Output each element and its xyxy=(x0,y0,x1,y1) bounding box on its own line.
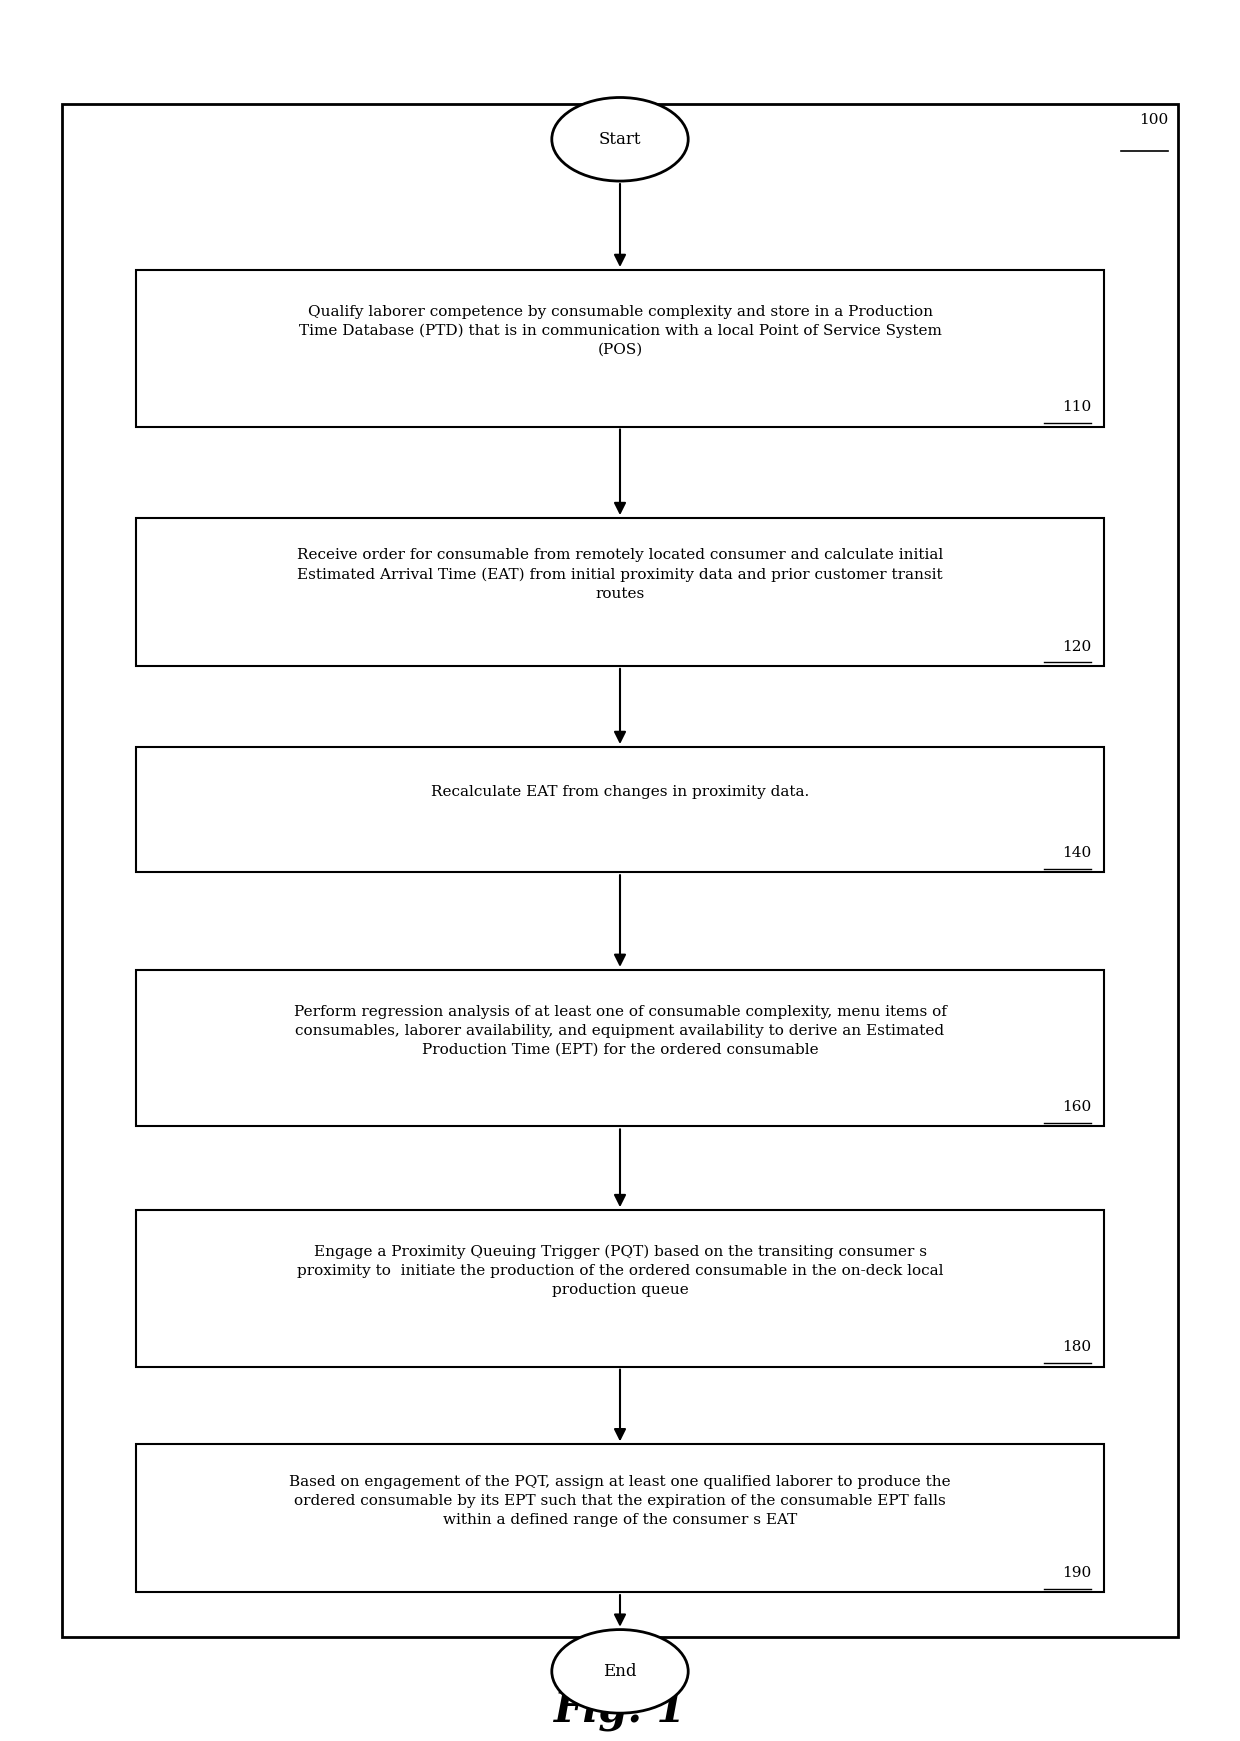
Text: Qualify laborer competence by consumable complexity and store in a Production
Ti: Qualify laborer competence by consumable… xyxy=(299,305,941,357)
Text: Start: Start xyxy=(599,131,641,148)
Text: End: End xyxy=(603,1663,637,1680)
Text: Engage a Proximity Queuing Trigger (PQT) based on the transiting consumer s
prox: Engage a Proximity Queuing Trigger (PQT)… xyxy=(296,1245,944,1297)
Text: Recalculate EAT from changes in proximity data.: Recalculate EAT from changes in proximit… xyxy=(430,785,810,799)
Bar xyxy=(136,519,1104,665)
Bar xyxy=(136,270,1104,427)
Bar xyxy=(136,1445,1104,1591)
Text: Perform regression analysis of at least one of consumable complexity, menu items: Perform regression analysis of at least … xyxy=(294,1005,946,1057)
Text: 180: 180 xyxy=(1063,1341,1091,1354)
Ellipse shape xyxy=(552,97,688,181)
Text: Fig. 1: Fig. 1 xyxy=(554,1689,686,1731)
Ellipse shape xyxy=(552,1630,688,1713)
Text: Receive order for consumable from remotely located consumer and calculate initia: Receive order for consumable from remote… xyxy=(296,548,944,601)
Bar xyxy=(136,747,1104,872)
Text: 110: 110 xyxy=(1061,400,1091,414)
Text: 140: 140 xyxy=(1061,846,1091,860)
Bar xyxy=(136,1210,1104,1367)
Text: 160: 160 xyxy=(1061,1100,1091,1114)
Bar xyxy=(62,104,1178,1637)
Bar xyxy=(136,970,1104,1126)
Text: 100: 100 xyxy=(1138,113,1168,127)
Text: 190: 190 xyxy=(1061,1565,1091,1581)
Text: Based on engagement of the PQT, assign at least one qualified laborer to produce: Based on engagement of the PQT, assign a… xyxy=(289,1475,951,1527)
Text: 120: 120 xyxy=(1061,639,1091,653)
